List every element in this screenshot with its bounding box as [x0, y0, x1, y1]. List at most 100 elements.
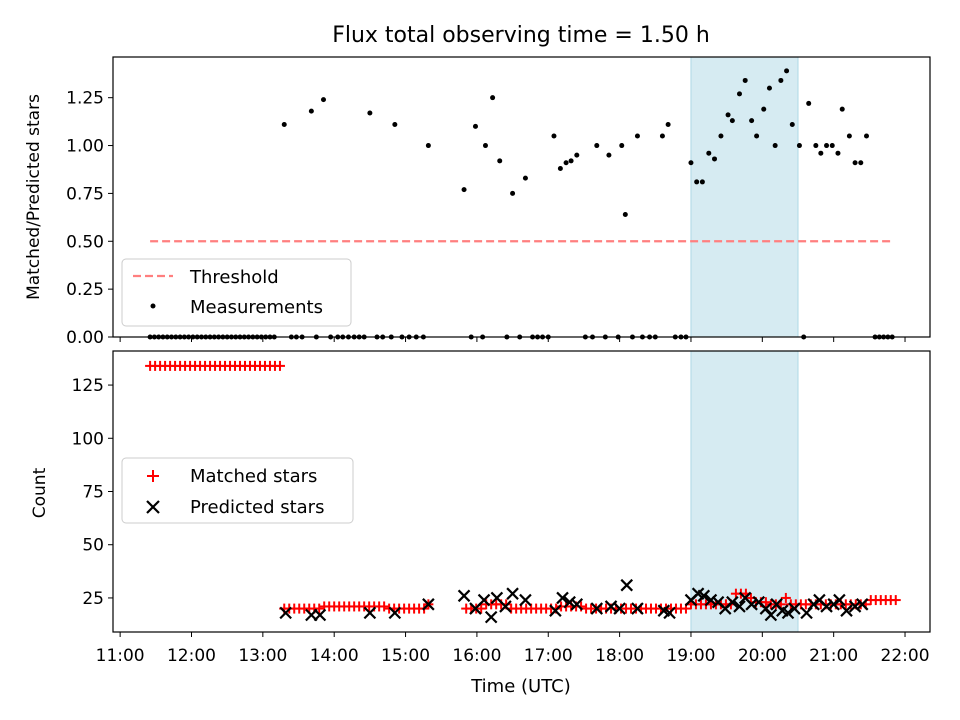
predicted-star-point	[840, 604, 853, 617]
top-y-tick-label: 0.25	[66, 280, 104, 300]
legend-predicted-label: Predicted stars	[190, 497, 324, 518]
legend-measurements-swatch	[150, 303, 156, 309]
predicted-star-point	[663, 606, 676, 620]
predicted-star-point	[848, 600, 862, 613]
predicted-star-point	[363, 606, 377, 620]
top-legend: Threshold Measurements	[121, 258, 352, 327]
predicted-star-point	[457, 589, 471, 603]
legend-matched-label: Matched stars	[190, 466, 317, 487]
top-y-tick-label: 1.25	[66, 89, 104, 109]
bottom-highlight-span	[690, 350, 799, 633]
measurement-point	[846, 133, 852, 139]
matched-star-point	[314, 603, 325, 614]
legend-matched-swatch	[147, 470, 159, 482]
predicted-star-point	[313, 608, 327, 622]
predicted-star-point	[519, 593, 532, 607]
x-tick-label: 11:00	[96, 646, 145, 666]
x-tick-label: 17:00	[524, 646, 573, 666]
x-tick-label: 12:00	[167, 646, 216, 666]
top-legend-frame	[121, 258, 352, 327]
measurement-point	[806, 100, 812, 106]
predicted-star-point	[788, 602, 801, 615]
top-y-tick-label: 0.50	[66, 232, 104, 252]
x-tick-label: 15:00	[381, 646, 430, 666]
legend-predicted-swatch	[146, 500, 160, 514]
measurement-point	[796, 143, 802, 149]
x-tick-label: 16:00	[452, 646, 501, 666]
measurement-point	[320, 97, 326, 103]
measurement-point	[694, 179, 700, 185]
measurement-point	[482, 143, 488, 149]
predicted-star-point	[631, 602, 644, 615]
measurement-point	[754, 133, 760, 139]
measurement-point	[281, 121, 287, 127]
measurement-point	[835, 150, 841, 156]
measurement-point	[594, 143, 600, 149]
measurement-point	[557, 166, 563, 172]
measurement-point	[742, 77, 748, 83]
top-highlight-span	[690, 56, 799, 338]
top-y-tick-label: 0.00	[66, 328, 104, 348]
predicted-star-point	[570, 598, 584, 611]
measurement-point	[706, 150, 712, 156]
predicted-star-point	[745, 598, 758, 611]
predicted-star-point	[499, 600, 512, 613]
legend-measurements-label: Measurements	[190, 297, 323, 318]
predicted-star-point	[484, 610, 498, 624]
x-tick-label: 21:00	[809, 646, 858, 666]
bottom-y-axis-label: Count	[30, 467, 50, 518]
measurement-point	[659, 133, 665, 139]
measurement-point	[699, 179, 705, 185]
measurement-point	[606, 152, 612, 158]
matched-star-point	[890, 595, 901, 606]
predicted-star-point	[613, 602, 626, 615]
top-y-tick-label: 0.75	[66, 184, 104, 204]
predicted-star-point	[590, 602, 604, 615]
chart-title: Flux total observing time = 1.50 h	[332, 23, 710, 48]
predicted-star-point	[279, 606, 292, 620]
x-tick-label: 13:00	[238, 646, 287, 666]
measurement-point	[818, 150, 824, 156]
bottom-y-tick-label: 125	[72, 376, 104, 396]
measurement-point	[736, 91, 742, 97]
measurement-point	[829, 143, 835, 149]
measurement-point	[490, 95, 496, 101]
predicted-star-point	[697, 589, 711, 603]
bottom-y-tick-label: 100	[72, 429, 104, 449]
predicted-star-point	[833, 593, 846, 607]
measurement-point	[568, 158, 574, 164]
measurement-point	[510, 190, 516, 196]
measurement-point	[789, 121, 795, 127]
measurement-point	[772, 143, 778, 149]
measurement-point	[461, 187, 467, 193]
measurement-point	[863, 133, 869, 139]
predicted-star-point	[781, 606, 795, 620]
measurement-point	[563, 160, 569, 166]
bottom-y-tick-label: 50	[82, 536, 104, 556]
measurement-point	[425, 143, 431, 149]
x-tick-label: 22:00	[881, 646, 930, 666]
measurement-point	[761, 106, 767, 112]
matched-star-point	[274, 360, 285, 371]
measurement-point	[839, 106, 845, 112]
measurement-point	[729, 118, 735, 124]
top-panel: Flux total observing time = 1.50 h Match…	[24, 23, 931, 348]
measurement-point	[749, 118, 755, 124]
measurement-point	[725, 112, 731, 118]
predicted-star-point	[563, 595, 576, 609]
predicted-star-point	[477, 593, 491, 607]
matched-star-point	[379, 601, 390, 612]
top-y-tick-label: 1.00	[66, 137, 104, 157]
measurement-point	[522, 175, 528, 181]
predicted-star-point	[556, 591, 569, 605]
measurement-point	[688, 160, 694, 166]
matched-star-point	[780, 592, 791, 603]
measurement-point	[551, 133, 557, 139]
measurement-point	[619, 143, 625, 149]
measurement-point	[778, 77, 784, 83]
bottom-panel: Count Time (UTC) 25 50 75 100 125 11:00 12:00…	[30, 350, 931, 697]
measurement-point	[766, 85, 772, 91]
measurement-point	[497, 158, 503, 164]
predicted-star-point	[620, 578, 634, 592]
predicted-star-point	[855, 598, 869, 611]
